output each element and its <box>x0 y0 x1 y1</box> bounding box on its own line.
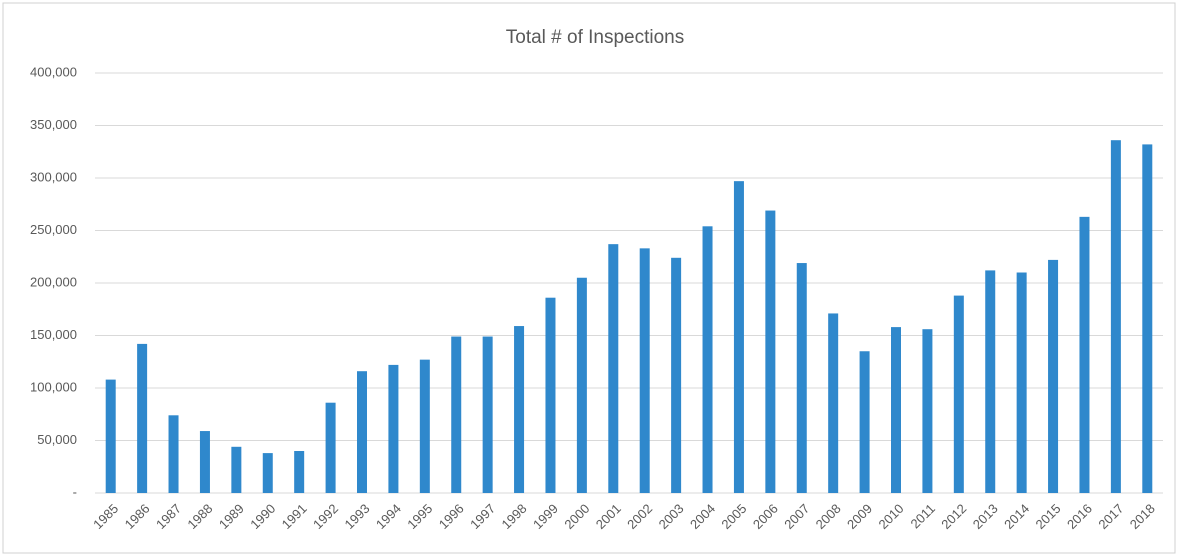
bar <box>419 359 430 493</box>
y-tick-label: 200,000 <box>30 274 77 289</box>
y-tick-label: 50,000 <box>37 432 77 447</box>
bar <box>576 277 587 493</box>
bar <box>514 326 525 493</box>
y-tick-label: 250,000 <box>30 222 77 237</box>
bar <box>1079 216 1090 493</box>
bar <box>137 343 148 493</box>
bar <box>545 297 556 493</box>
bar <box>105 379 116 493</box>
bar <box>1110 140 1121 493</box>
bar <box>325 402 336 493</box>
bar <box>765 210 776 494</box>
y-tick-label: 300,000 <box>30 169 77 184</box>
bar <box>639 248 650 493</box>
bar <box>733 181 744 493</box>
bar <box>1048 259 1059 493</box>
bar <box>1142 144 1153 493</box>
bar <box>859 351 870 493</box>
bar <box>168 415 179 493</box>
y-tick-label: 150,000 <box>30 327 77 342</box>
bar <box>608 244 619 493</box>
y-tick-label: - <box>73 484 77 499</box>
y-tick-label: 100,000 <box>30 379 77 394</box>
bar <box>953 295 964 493</box>
bar <box>922 329 933 493</box>
bar <box>796 263 807 493</box>
bar <box>702 226 713 494</box>
bar <box>671 257 682 493</box>
bar <box>451 336 462 493</box>
y-tick-label: 400,000 <box>30 64 77 79</box>
chart-title: Total # of Inspections <box>506 27 685 48</box>
bar <box>231 446 242 493</box>
bar <box>1016 272 1027 493</box>
bar <box>262 453 273 493</box>
bar <box>199 431 210 493</box>
bar <box>828 313 839 493</box>
bar <box>388 364 399 493</box>
bar <box>482 336 493 493</box>
bar <box>891 327 901 493</box>
bar <box>357 371 367 493</box>
bar <box>985 270 996 493</box>
y-tick-label: 350,000 <box>30 117 77 132</box>
bar <box>294 451 305 493</box>
